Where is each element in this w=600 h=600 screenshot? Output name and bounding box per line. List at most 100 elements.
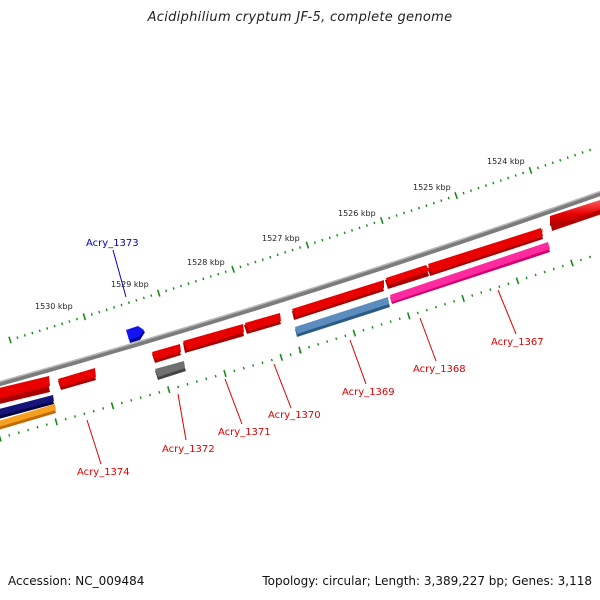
lower-track-tick bbox=[443, 302, 447, 306]
gene-acry-1372-arrow[interactable] bbox=[152, 344, 181, 363]
ruler-tick bbox=[269, 255, 272, 259]
ruler-tick bbox=[187, 282, 190, 286]
ruler-tick bbox=[291, 248, 294, 252]
ruler-tick bbox=[507, 176, 510, 180]
lower-track-tick bbox=[317, 342, 320, 346]
ruler-tick bbox=[105, 308, 108, 312]
lower-track-tick bbox=[534, 273, 537, 277]
lower-track-tick bbox=[8, 433, 11, 437]
gene-acry-1371-arrow[interactable] bbox=[183, 324, 244, 353]
ruler-tick bbox=[254, 260, 257, 264]
lower-track-tick bbox=[362, 328, 365, 332]
lower-track-tick bbox=[102, 407, 105, 410]
ruler-tick bbox=[536, 166, 539, 170]
inner-tick-track bbox=[298, 255, 592, 354]
gene-acry-1373-arrow[interactable] bbox=[126, 326, 145, 343]
ruler-tick bbox=[38, 329, 41, 333]
ruler-tick bbox=[469, 189, 473, 192]
ruler-tick bbox=[395, 214, 398, 217]
ruler-tick bbox=[82, 313, 87, 321]
ruler-tick bbox=[432, 201, 435, 205]
navy-feature[interactable] bbox=[0, 395, 54, 420]
steelblue-feature[interactable] bbox=[295, 297, 390, 337]
lower-track-tick bbox=[270, 358, 273, 362]
ruler-tick bbox=[68, 320, 71, 323]
gene-label-acry-1373[interactable]: Acry_1373 bbox=[86, 238, 139, 249]
leader-acry-1367 bbox=[497, 289, 517, 335]
ruler-tick bbox=[298, 246, 302, 249]
lower-track-tick bbox=[588, 255, 592, 259]
gene-acry-1368-arrow[interactable] bbox=[385, 265, 430, 289]
gene-label-acry-1374[interactable]: Acry_1374 bbox=[77, 467, 130, 478]
ruler-tick bbox=[23, 333, 26, 337]
lower-track-tick bbox=[120, 401, 123, 405]
gene-left-edge-arrow[interactable] bbox=[0, 376, 50, 405]
ruler-label-1528: 1528 kbp bbox=[187, 258, 225, 267]
lower-track-tick bbox=[64, 417, 67, 421]
leader-acry-1370 bbox=[273, 363, 292, 409]
lower-track-tick bbox=[54, 418, 58, 426]
genome-backbone bbox=[0, 190, 600, 387]
leader-acry-1371 bbox=[224, 378, 243, 425]
ruler-tick bbox=[425, 204, 428, 208]
lower-track-tick bbox=[453, 299, 456, 303]
lower-track-tick bbox=[214, 374, 217, 378]
lower-track-tick bbox=[525, 276, 528, 280]
lower-track-tick bbox=[326, 340, 329, 343]
ruler-tick bbox=[61, 322, 64, 326]
gene-label-acry-1371[interactable]: Acry_1371 bbox=[218, 427, 271, 438]
ruler-tick bbox=[305, 241, 310, 249]
lower-track-tick bbox=[110, 402, 115, 410]
gene-label-acry-1370[interactable]: Acry_1370 bbox=[268, 410, 321, 421]
lower-track-tick bbox=[74, 415, 76, 418]
leader-acry-1372 bbox=[177, 393, 187, 441]
ruler-tick bbox=[231, 265, 235, 273]
gene-label-acry-1369[interactable]: Acry_1369 bbox=[342, 387, 395, 398]
lower-track-tick bbox=[461, 294, 465, 303]
ruler-label-1525: 1525 kbp bbox=[413, 183, 451, 192]
lower-track-tick bbox=[83, 412, 86, 416]
lower-tick-track bbox=[0, 350, 301, 442]
lower-track-tick bbox=[92, 409, 95, 413]
ruler-tick bbox=[217, 272, 220, 276]
lower-track-tick bbox=[352, 329, 357, 337]
ruler-tick bbox=[328, 236, 331, 240]
lower-track-tick bbox=[471, 294, 474, 297]
ruler-tick bbox=[454, 192, 459, 200]
ruler-tick bbox=[246, 263, 249, 266]
magenta-feature[interactable] bbox=[390, 242, 550, 304]
ruler-label-1530: 1530 kbp bbox=[35, 302, 73, 311]
orange-feature[interactable] bbox=[0, 404, 56, 431]
leader-acry-1368 bbox=[419, 317, 437, 362]
lower-track-tick bbox=[389, 320, 392, 323]
lower-track-tick bbox=[279, 353, 283, 361]
lower-track-tick bbox=[139, 396, 142, 400]
gene-label-acry-1367[interactable]: Acry_1367 bbox=[491, 337, 544, 348]
ruler-tick bbox=[544, 163, 547, 167]
ruler-tick bbox=[528, 166, 533, 174]
gray-feature[interactable] bbox=[155, 361, 186, 380]
ruler-tick bbox=[499, 179, 502, 182]
ruler-tick bbox=[142, 296, 145, 300]
gene-acry-1367-arrow[interactable] bbox=[428, 228, 543, 276]
lower-track-tick bbox=[252, 364, 255, 367]
gene-acry-1370-arrow[interactable] bbox=[244, 313, 281, 334]
ruler-tick bbox=[113, 305, 116, 309]
ruler-tick bbox=[172, 287, 175, 290]
gene-label-acry-1372[interactable]: Acry_1372 bbox=[162, 444, 215, 455]
lower-track-tick bbox=[489, 288, 492, 292]
lower-track-tick bbox=[498, 285, 501, 289]
ruler-tick bbox=[180, 284, 183, 288]
gene-feature-top-right[interactable] bbox=[550, 200, 600, 231]
gene-acry-1374-arrow[interactable] bbox=[58, 368, 96, 390]
lower-track-tick bbox=[223, 369, 227, 378]
ruler-tick bbox=[574, 153, 577, 157]
ruler-tick bbox=[276, 253, 279, 257]
lower-track-tick bbox=[233, 369, 236, 373]
lower-track-tick bbox=[335, 337, 338, 341]
lower-track-tick bbox=[195, 380, 198, 383]
gene-acry-1369-arrow[interactable] bbox=[292, 280, 384, 320]
ruler-tick bbox=[224, 270, 227, 274]
ruler-tick bbox=[492, 181, 495, 185]
gene-label-acry-1368[interactable]: Acry_1368 bbox=[413, 364, 466, 375]
